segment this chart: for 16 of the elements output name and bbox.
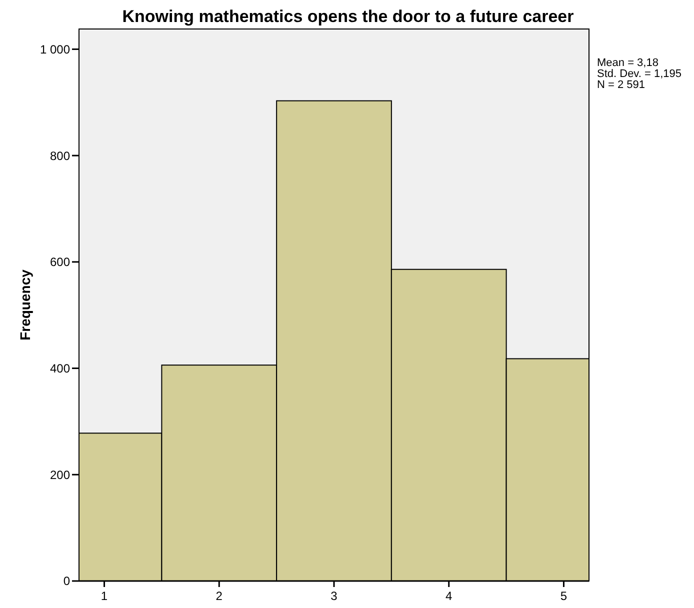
- y-tick-label: 1 000: [40, 42, 70, 56]
- text: N = 2 591: [597, 79, 646, 91]
- x-tick-label: 2: [216, 589, 223, 603]
- x-tick-label: 5: [560, 589, 568, 603]
- y-tick-label: 400: [50, 361, 70, 376]
- x-tick-label: 3: [330, 589, 338, 603]
- x-tick-label: 1: [100, 589, 108, 603]
- text: Mean = 3,18: [597, 57, 658, 69]
- y-tick-label: 800: [50, 148, 70, 163]
- y-axis-title: Frequency: [17, 269, 33, 340]
- y-tick-label: 0: [63, 574, 70, 588]
- chart-title: Knowing mathematics opens the door to a future career: [122, 7, 574, 26]
- x-tick-label: 4: [446, 589, 453, 603]
- y-tick-label: 200: [50, 468, 70, 482]
- y-tick-label: 600: [50, 255, 70, 270]
- text: Std. Dev. = 1,195: [597, 68, 682, 80]
